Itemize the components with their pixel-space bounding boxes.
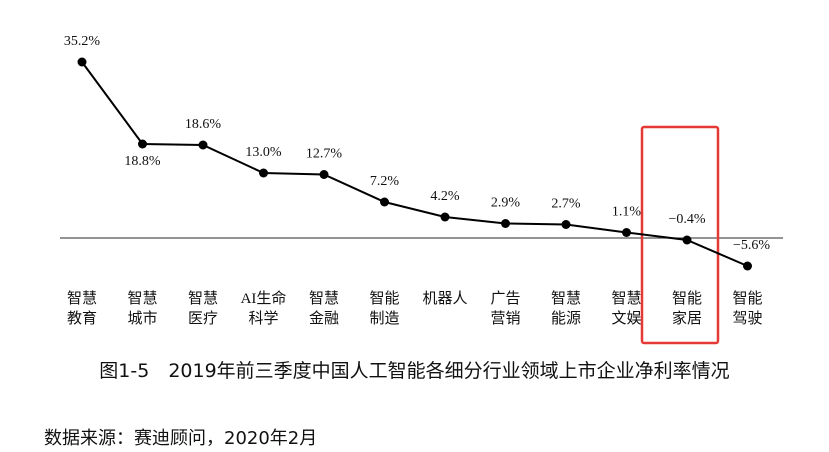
x-tick-label: 智慧 金融	[308, 291, 339, 327]
value-label: 18.8%	[124, 154, 161, 169]
value-label: 18.6%	[185, 117, 222, 132]
x-tick-label: 智能 家居	[671, 291, 702, 327]
x-tick-label: 智能 驾驶	[732, 291, 763, 327]
value-label: 1.1%	[612, 205, 642, 220]
x-tick-label: 智慧 教育	[66, 291, 97, 327]
point	[138, 139, 147, 149]
value-label: 13.0%	[245, 145, 282, 160]
point	[622, 228, 631, 237]
point	[682, 235, 692, 245]
x-tick-label: 智能 制造	[369, 291, 400, 327]
point	[259, 168, 268, 178]
x-tick-label: 智慧 医疗	[187, 291, 218, 327]
x-tick-label: 机器人	[422, 291, 468, 307]
value-label: 7.2%	[370, 174, 400, 189]
x-tick-label: 智慧 城市	[127, 291, 158, 327]
point	[380, 197, 389, 207]
point	[561, 220, 571, 229]
line	[81, 61, 748, 267]
x-tick-label: 智慧 文娱	[611, 291, 642, 327]
value-label: 12.7%	[306, 147, 343, 162]
x-tick-label: 智慧 能源	[550, 291, 581, 327]
x-tick-label: 广告 营销	[490, 291, 521, 327]
point	[77, 57, 87, 67]
source-note: 数据来源：赛迪顾问，2020年2月	[44, 428, 318, 449]
x-tick-label: AI生命 科学	[240, 291, 287, 327]
point	[501, 219, 510, 228]
value-label: 4.2%	[430, 189, 460, 204]
point	[319, 170, 329, 179]
value-label: 2.7%	[551, 197, 581, 212]
chart-title: 图1-5 2019年前三季度中国人工智能各细分行业领域上市企业净利率情况	[99, 360, 730, 382]
point	[743, 261, 752, 271]
value-label: 2.9%	[491, 196, 521, 211]
point	[440, 212, 450, 222]
value-label: 35.2%	[64, 34, 101, 49]
point	[198, 140, 208, 150]
value-label: −5.6%	[733, 238, 770, 253]
value-label: −0.4%	[668, 212, 705, 227]
